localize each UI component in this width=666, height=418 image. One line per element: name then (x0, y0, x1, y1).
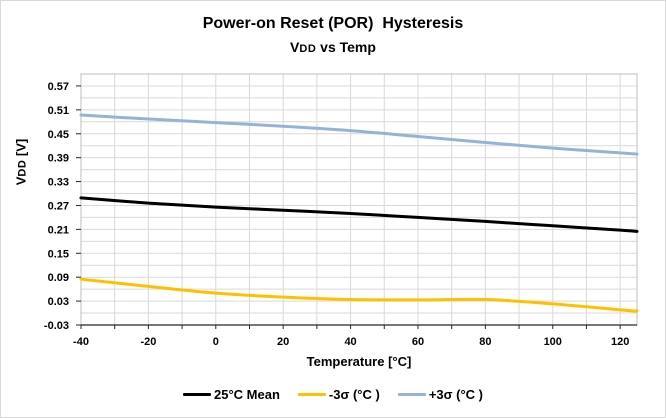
svg-text:-40: -40 (73, 336, 89, 348)
svg-text:-0.03: -0.03 (44, 320, 69, 332)
svg-text:-20: -20 (140, 336, 156, 348)
axis-ticks (76, 85, 621, 329)
svg-text:0.39: 0.39 (48, 153, 69, 165)
svg-text:0.33: 0.33 (48, 177, 69, 189)
svg-text:0.51: 0.51 (48, 105, 69, 117)
series-line--3-c- (79, 277, 639, 313)
svg-text:40: 40 (344, 336, 356, 348)
x-tick-labels: -40 -20 0 20 40 60 80 100 120 (73, 336, 629, 348)
legend-item-minus-3sigma: -3σ (°C ) (297, 387, 380, 402)
x-axis-title: Temperature [°C] (306, 354, 412, 369)
svg-text:0.09: 0.09 (48, 272, 69, 284)
svg-text:0.57: 0.57 (48, 81, 69, 93)
subtitle-sub: DD (299, 43, 317, 55)
legend-label: 25°C Mean (214, 387, 280, 402)
chart-title: Power-on Reset (POR) Hysteresis (202, 15, 464, 32)
svg-text:120: 120 (611, 336, 629, 348)
svg-text:0.15: 0.15 (48, 248, 69, 260)
svg-text:100: 100 (544, 336, 562, 348)
svg-text:0.45: 0.45 (48, 129, 69, 141)
svg-text:20: 20 (277, 336, 289, 348)
svg-text:0.03: 0.03 (48, 296, 69, 308)
legend-line-swatch (183, 393, 211, 396)
subtitle-rest: vs Temp (316, 39, 376, 55)
chart-subtitle: VDD vs Temp (1, 39, 665, 55)
legend-label: +3σ (°C ) (428, 387, 483, 402)
legend-item-plus-3sigma: +3σ (°C ) (397, 387, 483, 402)
svg-text:0.21: 0.21 (48, 224, 69, 236)
legend: 25°C Mean -3σ (°C ) +3σ (°C ) (1, 387, 665, 402)
legend-line-swatch (297, 393, 326, 396)
series-line-25-c-mean (79, 196, 639, 233)
legend-item-mean: 25°C Mean (183, 387, 280, 402)
legend-label: -3σ (°C ) (328, 387, 380, 402)
y-tick-labels: 0.57 0.51 0.45 0.39 0.33 0.27 0.21 0.15 0.09 0.03… (44, 81, 69, 332)
legend-line-swatch (397, 393, 426, 396)
series-line--3-c- (79, 113, 639, 156)
svg-text:80: 80 (479, 336, 491, 348)
svg-text:0: 0 (213, 336, 219, 348)
svg-text:0.27: 0.27 (48, 200, 69, 212)
svg-text:60: 60 (412, 336, 424, 348)
subtitle-main: V (290, 39, 300, 55)
